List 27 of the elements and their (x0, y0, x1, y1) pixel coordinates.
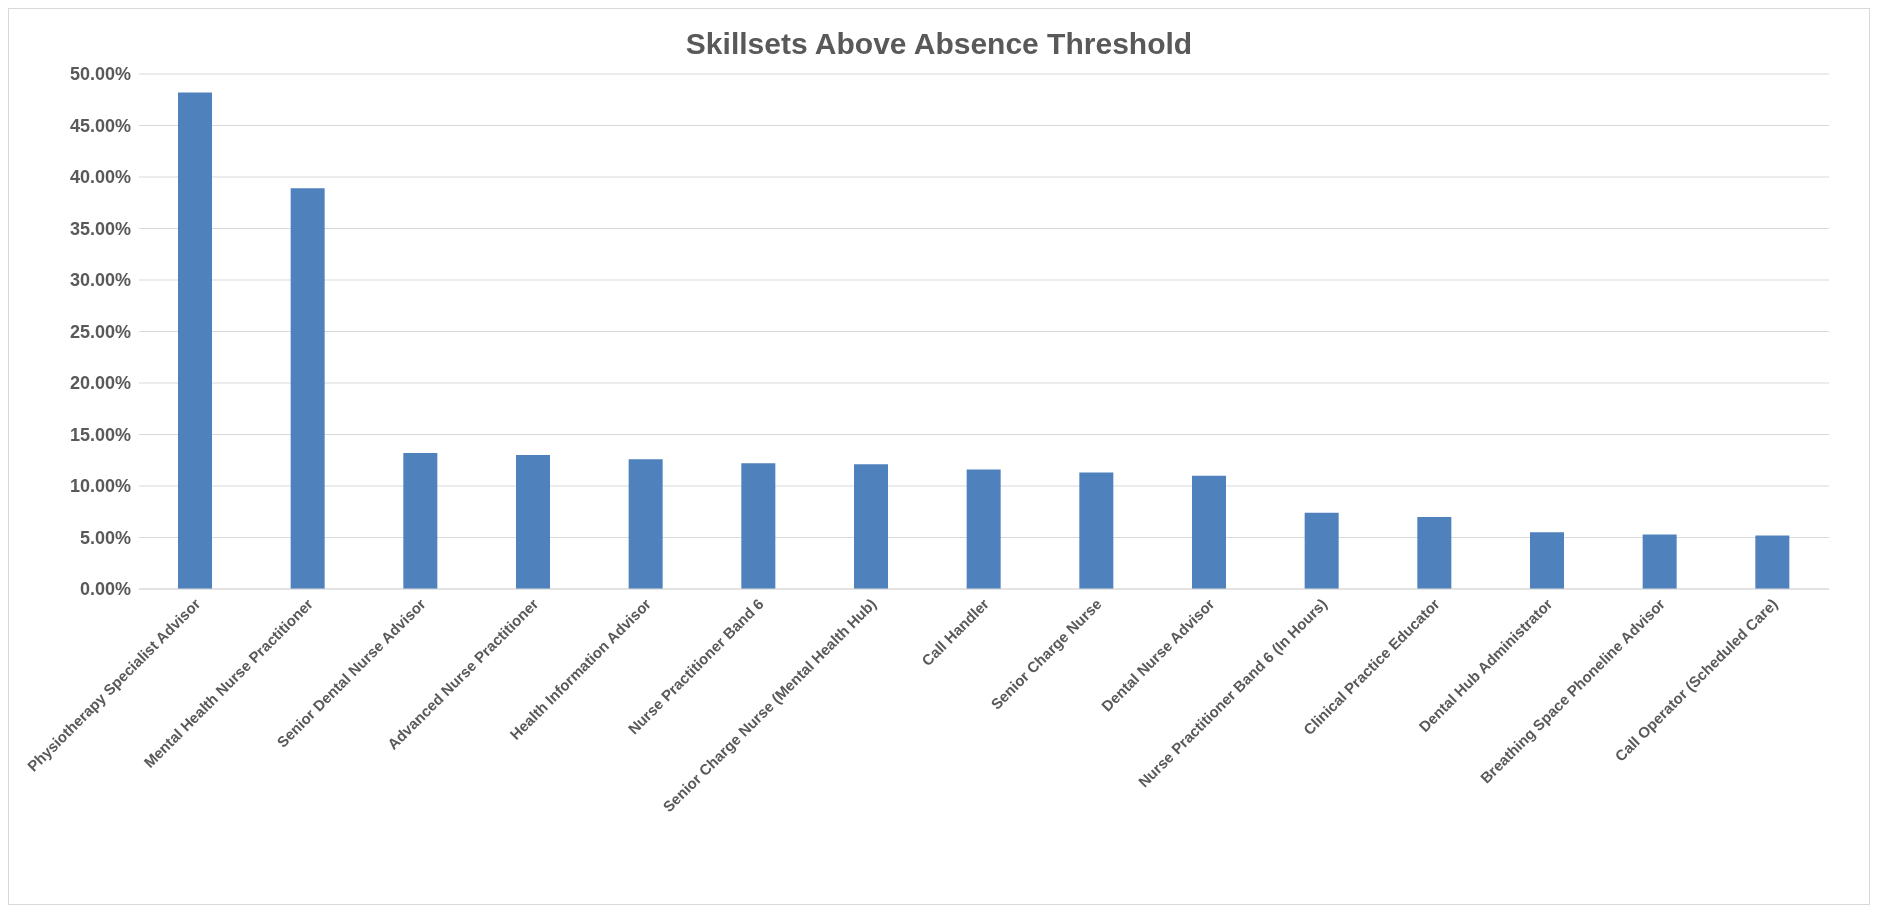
y-tick-label: 15.00% (69, 424, 131, 445)
y-tick-label: 40.00% (69, 167, 131, 188)
bar (1079, 472, 1114, 589)
bar (178, 92, 212, 589)
y-tick-label: 35.00% (69, 218, 131, 239)
bar (1530, 532, 1564, 589)
y-tick-label: 5.00% (79, 527, 131, 548)
y-tick-label: 30.00% (69, 270, 131, 291)
bar (966, 469, 1001, 589)
bar (628, 459, 663, 589)
bar (1304, 512, 1339, 589)
bar (403, 453, 438, 589)
y-tick-label: 10.00% (69, 476, 131, 497)
chart-title: Skillsets Above Absence Threshold (684, 27, 1194, 61)
y-tick-label: 25.00% (69, 321, 131, 342)
bar (1755, 535, 1790, 589)
y-tick-label: 45.00% (69, 115, 131, 136)
bar (1192, 475, 1226, 589)
bar (1642, 534, 1677, 589)
y-tick-label: 50.00% (69, 64, 131, 85)
bar (741, 463, 776, 589)
bar (290, 188, 325, 589)
bar (516, 455, 550, 589)
y-tick-label: 20.00% (69, 373, 131, 394)
bar (854, 464, 888, 589)
y-tick-label: 0.00% (79, 579, 131, 600)
bar (1417, 516, 1452, 589)
